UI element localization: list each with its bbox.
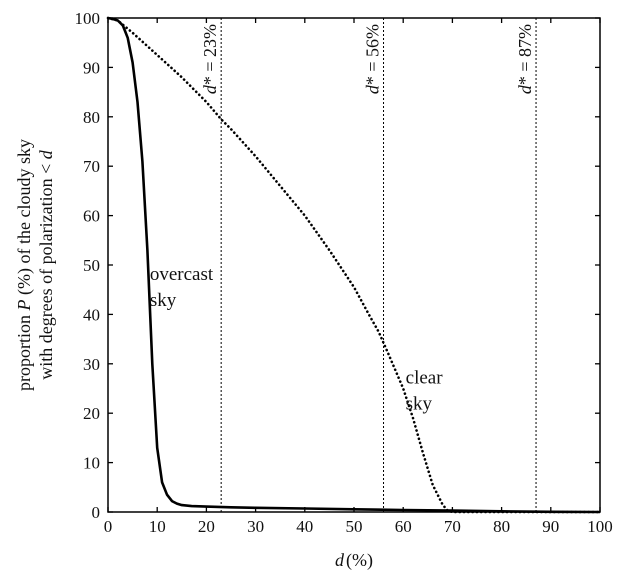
y-tick-label: 60 <box>83 207 100 226</box>
x-tick-label: 0 <box>104 517 113 536</box>
y-tick-label: 100 <box>75 9 101 28</box>
x-tick-label: 40 <box>296 517 313 536</box>
annotations: overcast sky clear sky <box>150 264 443 415</box>
y-tick-label: 50 <box>83 256 100 275</box>
axes: 0 10 20 30 40 50 60 70 80 90 100 0 10 20 30 40 50 60 70 80 9… <box>75 9 613 536</box>
reference-line-label: d* = 87% <box>515 24 535 94</box>
y-tick-label: 90 <box>83 58 100 77</box>
series-annotation: clear sky <box>406 368 444 415</box>
x-tick-label: 20 <box>198 517 215 536</box>
y-tick-label: 40 <box>83 305 100 324</box>
y-axis-title: proportion P (%) of the cloudy sky with … <box>14 139 56 391</box>
y-tick-label: 30 <box>83 355 100 374</box>
x-axis-title: d (%) <box>335 550 373 571</box>
x-tick-label: 10 <box>149 517 166 536</box>
x-tick-label: 60 <box>395 517 412 536</box>
x-tick-label: 80 <box>493 517 510 536</box>
x-tick-label: 100 <box>587 517 613 536</box>
reference-lines: d* = 23% d* = 56% d* = 87% <box>200 18 537 512</box>
y-tick-label: 10 <box>83 454 100 473</box>
reference-line-label: d* = 23% <box>200 24 220 94</box>
y-axis-title-line2: with degrees of polarization < d <box>36 149 56 380</box>
y-axis-title-line1: proportion P (%) of the cloudy sky <box>14 139 35 391</box>
y-tick-label: 70 <box>83 157 100 176</box>
series-annotation: overcast sky <box>150 264 214 311</box>
series-line-overcast-sky <box>107 16 601 514</box>
x-tick-label: 90 <box>542 517 559 536</box>
x-tick-label: 70 <box>444 517 461 536</box>
reference-line-label: d* = 56% <box>363 24 383 94</box>
y-tick-label: 0 <box>92 503 101 522</box>
y-tick-label: 20 <box>83 404 100 423</box>
x-tick-label: 50 <box>346 517 363 536</box>
y-tick-label: 80 <box>83 108 100 127</box>
x-tick-label: 30 <box>247 517 264 536</box>
